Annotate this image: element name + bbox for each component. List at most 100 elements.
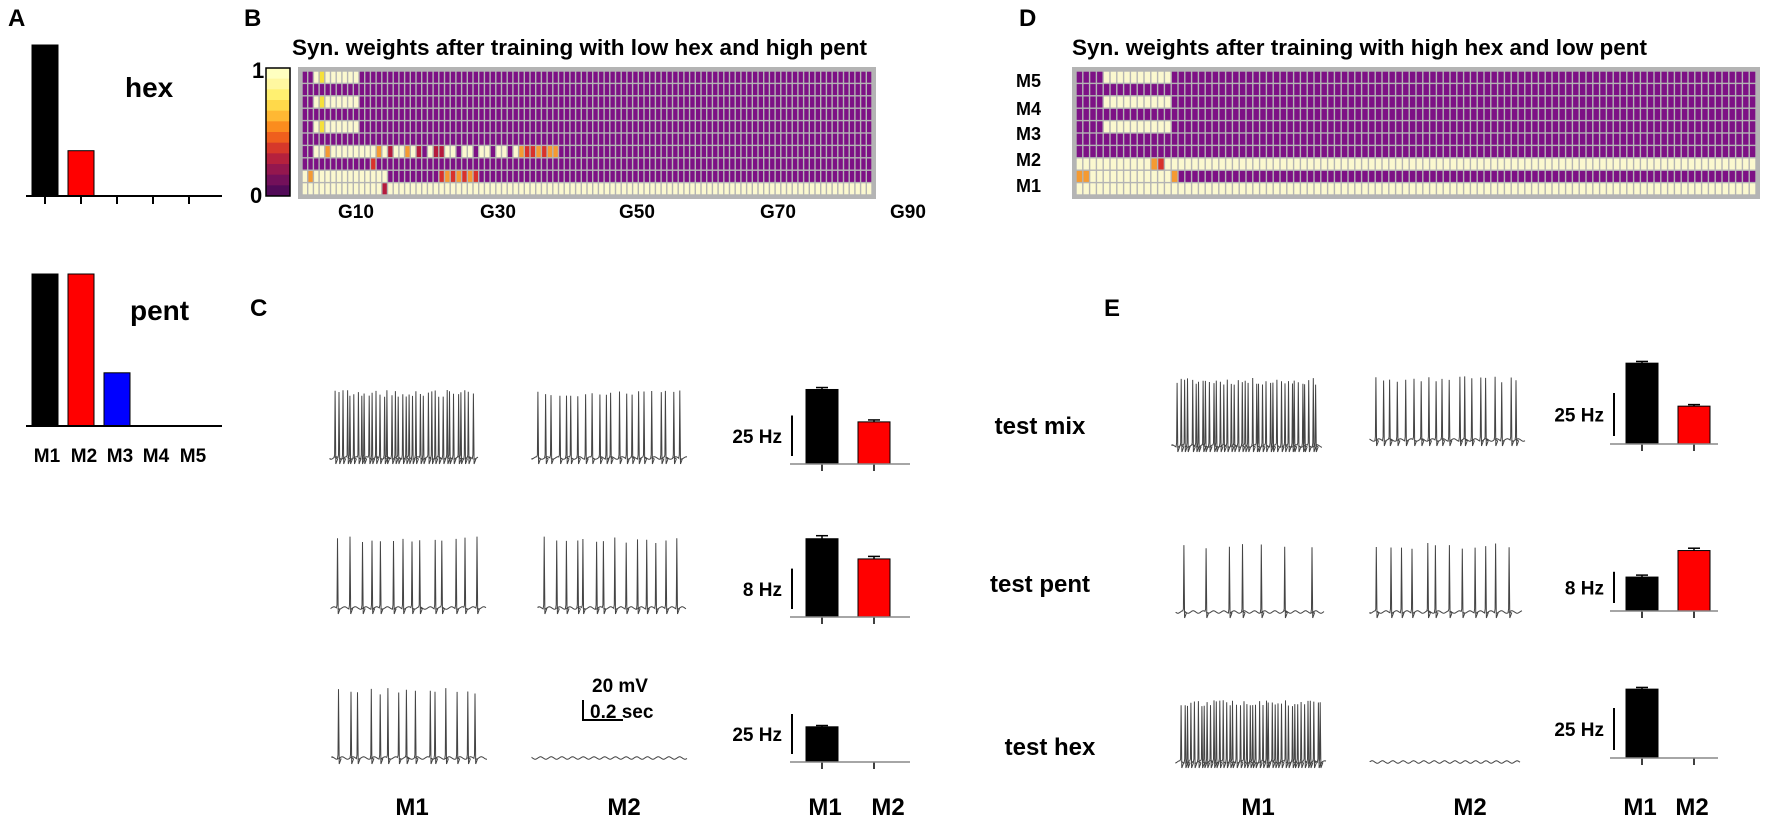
d-heatmap-cell [1287,108,1293,120]
b-heatmap-cell [422,146,427,158]
d-heatmap-cell [1389,84,1395,96]
d-heatmap-cell [1355,183,1361,195]
d-heatmap-cell [1294,121,1300,133]
d-heatmap-cell [1335,71,1341,83]
d-heatmap-cell [1076,183,1083,195]
d-heatmap-cell [1280,133,1287,145]
b-heatmap-cell [479,108,484,120]
d-heatmap-cell [1545,71,1552,83]
d-heatmap-cell [1477,71,1484,83]
d-heatmap-cell [1675,133,1681,145]
e-col-label-m2: M2 [1453,794,1486,816]
b-heatmap-cell [308,71,313,83]
b-heatmap-cell [348,121,353,133]
b-heatmap-cell [507,84,513,96]
b-heatmap-cell [388,158,393,170]
b-heatmap-cell [678,84,684,96]
b-heatmap-cell [684,146,689,158]
b-heatmap-cell [735,121,741,133]
d-heatmap-cell [1498,158,1504,170]
d-heatmap-cell [1267,96,1273,108]
b-heatmap-cell [724,133,729,145]
c-pent-bar-m2 [857,558,891,618]
d-heatmap-cell [1396,146,1402,158]
d-heatmap-cell [1491,133,1497,145]
b-heatmap-cell [656,183,661,195]
b-heatmap-cell [781,96,786,108]
d-heatmap-cell [1348,146,1355,158]
d-heatmap-cell [1450,71,1457,83]
b-heatmap-cell [633,146,638,158]
d-heatmap-cell [1532,121,1538,133]
d-heatmap-cell [1280,96,1287,108]
a-tick-m3: M3 [107,446,133,467]
d-heatmap-cell [1471,158,1477,170]
d-heatmap-cell [1260,84,1266,96]
b-heatmap-cell [331,71,336,83]
b-heatmap-cell [804,170,809,182]
b-heatmap-cell [690,133,695,145]
b-heatmap-cell [411,121,416,133]
c-hex-scale-label: 25 Hz [732,725,782,746]
d-heatmap-cell [1389,108,1395,120]
b-heatmap-cell [661,183,667,195]
b-heatmap-cell [570,121,575,133]
d-heatmap-cell [1654,96,1661,108]
d-heatmap-cell [1511,158,1518,170]
b-heatmap-cell [319,170,325,182]
d-heatmap-cell [1192,121,1198,133]
d-heatmap-cell [1117,170,1123,182]
d-heatmap-cell [1355,146,1361,158]
b-heatmap-cell [656,84,661,96]
b-heatmap-cell [422,71,427,83]
d-heatmap-cell [1124,71,1130,83]
d-heatmap-cell [1552,108,1559,120]
c-pent-m2-trace [537,536,687,615]
d-row-label-m3: M3 [1016,124,1041,144]
d-heatmap-cell [1573,170,1579,182]
d-heatmap-cell [1545,183,1552,195]
d-heatmap-cell [1443,71,1450,83]
a-pent-bar-chart [26,273,222,427]
c-bar-label-m2: M2 [871,794,904,816]
d-heatmap-cell [1736,133,1742,145]
d-heatmap-cell [1131,84,1137,96]
d-heatmap-cell [1620,84,1627,96]
b-heatmap-cell [576,183,581,195]
d-heatmap-cell [1736,84,1742,96]
d-heatmap-cell [1736,71,1742,83]
d-heatmap-cell [1137,133,1144,145]
d-heatmap-cell [1613,158,1620,170]
d-heatmap-cell [1586,183,1593,195]
d-heatmap-cell [1103,146,1110,158]
b-heatmap-cell [513,146,518,158]
b-heatmap-cell [804,71,809,83]
d-heatmap-cell [1423,96,1429,108]
d-heatmap-cell [1634,133,1640,145]
d-heatmap-cell [1212,146,1219,158]
d-heatmap-cell [1464,96,1470,108]
d-heatmap-cell [1620,183,1627,195]
d-heatmap-cell [1144,121,1151,133]
b-heatmap-cell [553,158,558,170]
d-heatmap-cell [1661,158,1667,170]
d-heatmap-cell [1613,71,1620,83]
d-heatmap-cell [1681,146,1688,158]
b-heatmap-cell [582,121,587,133]
b-heatmap-cell [331,146,336,158]
test-label-hex: test hex [1005,734,1096,761]
b-heatmap-cell [473,133,478,145]
b-heatmap-cell [587,133,592,145]
b-heatmap-cell [496,133,501,145]
d-heatmap-cell [1239,183,1246,195]
d-heatmap-cell [1253,183,1259,195]
d-heatmap-cell [1409,96,1416,108]
b-heatmap-cell [570,84,575,96]
b-heatmap-cell [678,158,684,170]
d-heatmap-cell [1559,158,1565,170]
b-heatmap-cell [810,183,815,195]
b-heatmap-cell [507,183,513,195]
d-heatmap-cell [1749,146,1756,158]
b-heatmap-cell [462,170,467,182]
b-heatmap-cell [342,96,347,108]
